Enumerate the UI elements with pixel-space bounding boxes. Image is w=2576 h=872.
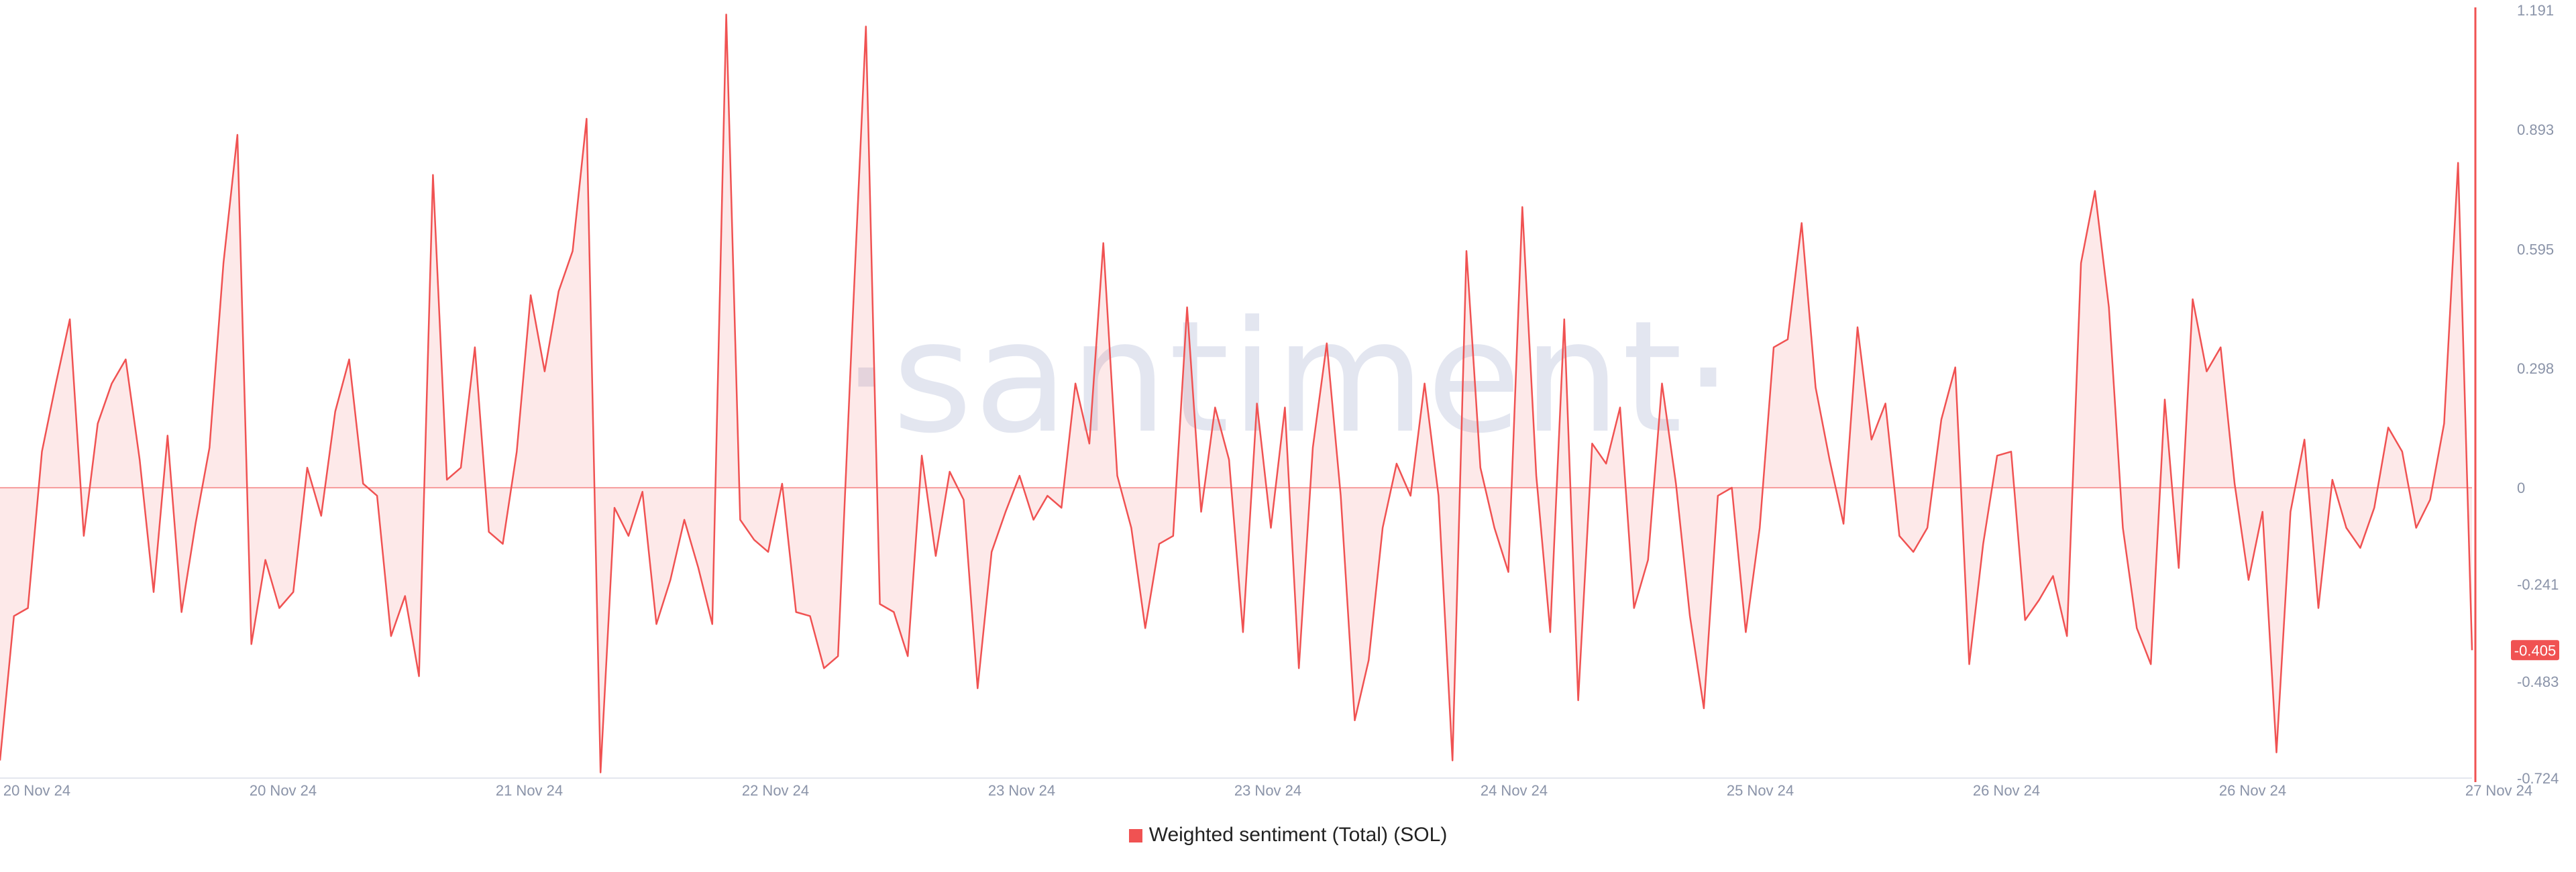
y-axis-ticks: 1.191 0.893 0.595 0.298 0 -0.241 -0.483 -0.724 — [2517, 2, 2559, 787]
y-tick-label: 0 — [2517, 480, 2525, 496]
legend-swatch — [1128, 829, 1142, 842]
x-tick-label: 22 Nov 24 — [742, 782, 809, 799]
x-tick-label: 27 Nov 24 — [2465, 782, 2532, 799]
x-tick-label: 24 Nov 24 — [1481, 782, 1548, 799]
x-tick-label: 23 Nov 24 — [988, 782, 1055, 799]
x-axis-ticks: 20 Nov 24 20 Nov 24 21 Nov 24 22 Nov 24 23 N… — [3, 782, 2532, 799]
x-tick-label: 25 Nov 24 — [1727, 782, 1794, 799]
y-tick-label: -0.483 — [2517, 673, 2559, 690]
current-value-badge-bg — [2511, 640, 2559, 661]
santiment-watermark: ·santiment· — [842, 288, 1734, 468]
y-tick-label: -0.241 — [2517, 576, 2559, 593]
series-line-layer — [0, 13, 2473, 773]
x-tick-label: 26 Nov 24 — [1973, 782, 2040, 799]
current-value-badge: -0.405 — [2511, 640, 2559, 661]
legend-label: Weighted sentiment (Total) (SOL) — [1148, 824, 1448, 846]
chart-legend[interactable]: Weighted sentiment (Total) (SOL) — [0, 824, 2576, 847]
x-tick-label: 20 Nov 24 — [250, 782, 317, 799]
y-tick-label: 0.298 — [2517, 360, 2554, 377]
y-tick-label: -0.724 — [2517, 770, 2559, 787]
y-tick-label: 0.595 — [2517, 241, 2554, 258]
x-tick-label: 20 Nov 24 — [3, 782, 70, 799]
x-tick-label: 21 Nov 24 — [496, 782, 563, 799]
x-tick-label: 26 Nov 24 — [2219, 782, 2286, 799]
y-tick-label: 0.893 — [2517, 121, 2554, 138]
y-tick-label: 1.191 — [2517, 2, 2554, 19]
series-line — [0, 13, 2473, 773]
current-value-label: -0.405 — [2514, 642, 2556, 659]
x-tick-label: 23 Nov 24 — [1234, 782, 1301, 799]
